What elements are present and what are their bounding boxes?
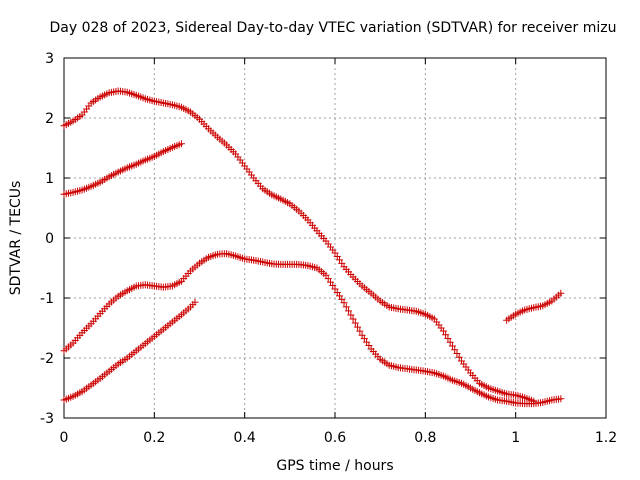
data-point (444, 335, 452, 342)
data-point (347, 311, 355, 319)
x-tick-label: 0.4 (234, 430, 256, 446)
data-points (60, 87, 565, 408)
data-point (191, 298, 199, 306)
data-point (356, 327, 364, 335)
x-tick-label: 1.2 (595, 430, 617, 446)
data-point (448, 342, 456, 350)
y-axis-label: SDTVAR / TECUs (8, 181, 24, 296)
data-series-4 (60, 298, 199, 404)
data-point (345, 307, 353, 315)
x-tick-label: 0.6 (324, 430, 346, 446)
x-tick-label: 1 (511, 430, 520, 446)
data-point (439, 327, 447, 335)
data-point (451, 346, 459, 354)
data-point (351, 319, 359, 327)
data-point (340, 299, 348, 307)
data-point (442, 331, 450, 339)
y-tick-label: -2 (40, 351, 54, 367)
y-tick-label: 0 (45, 231, 54, 247)
data-point (446, 338, 454, 346)
data-series-3 (60, 250, 565, 408)
grid-lines (64, 58, 606, 418)
data-point (453, 350, 461, 357)
x-tick-label: 0.2 (143, 430, 165, 446)
data-point (557, 289, 565, 297)
y-tick-label: -1 (40, 291, 54, 307)
x-axis-label: GPS time / hours (276, 458, 393, 474)
data-series-2 (60, 140, 185, 198)
data-point (349, 315, 357, 323)
chart-title: Day 028 of 2023, Sidereal Day-to-day VTE… (50, 20, 617, 36)
x-tick-label: 0.8 (414, 430, 436, 446)
data-series-5 (503, 289, 565, 324)
axis-ticks: 0 0.2 0.4 0.6 0.8 1 1.2 -3 -2 -1 0 1 2 3 (40, 51, 617, 446)
data-point (177, 140, 185, 148)
data-point (342, 303, 350, 311)
x-tick-label: 0 (60, 430, 69, 446)
data-point (354, 323, 362, 331)
data-point (557, 395, 565, 403)
y-tick-label: -3 (40, 411, 54, 427)
y-tick-label: 3 (45, 51, 54, 67)
y-tick-label: 2 (45, 111, 54, 127)
y-tick-label: 1 (45, 171, 54, 187)
data-point (455, 353, 463, 361)
